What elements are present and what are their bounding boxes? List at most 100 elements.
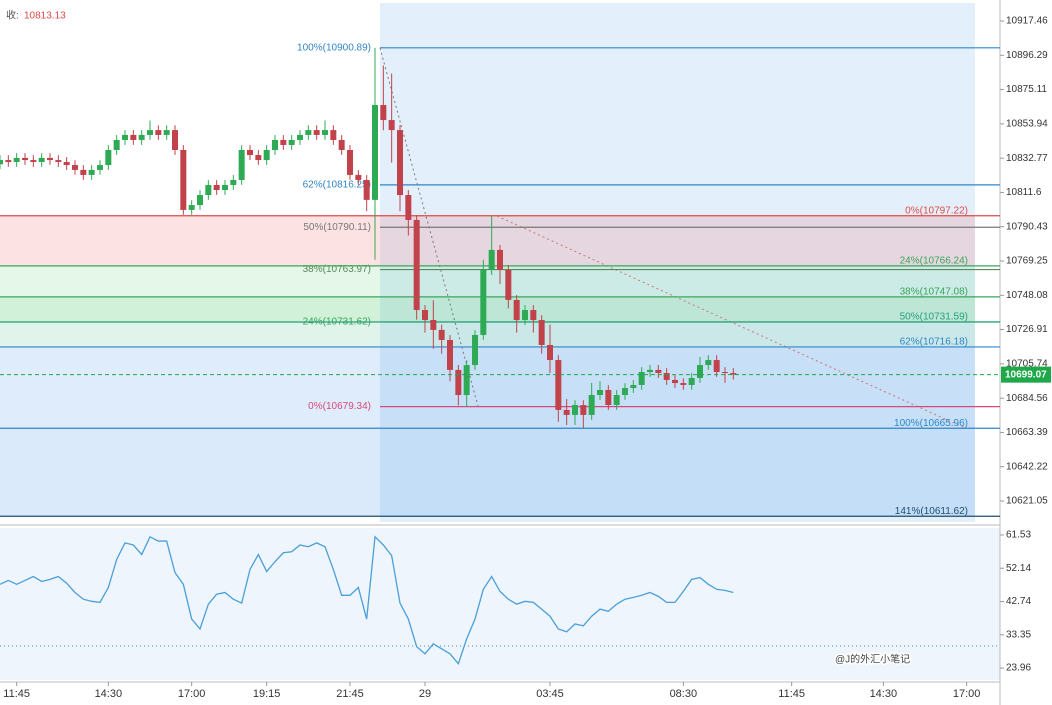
candle-body <box>522 309 528 321</box>
candle-body <box>680 383 687 385</box>
candle-body <box>88 169 95 175</box>
candle-body <box>113 139 120 151</box>
candle-body <box>255 155 262 161</box>
fib-band <box>0 428 975 517</box>
x-tick-label: 14:30 <box>870 688 898 700</box>
candle-body <box>588 395 595 415</box>
candle-body <box>597 389 603 396</box>
candle-body <box>297 134 303 140</box>
x-tick-label: 17:00 <box>953 688 981 700</box>
y-tick-label: 10642.22 <box>1006 461 1048 472</box>
candle-body <box>505 269 512 300</box>
candle-body <box>572 405 578 415</box>
candle-body <box>663 372 670 380</box>
candle-body <box>488 249 495 270</box>
candle-body <box>380 104 387 121</box>
y-tick-label: 52.14 <box>1006 563 1031 574</box>
fib-level-label: 50%(10731.59) <box>900 312 968 323</box>
fib-zone <box>380 3 975 522</box>
candle-body <box>238 150 245 180</box>
candle-body <box>197 195 203 206</box>
y-tick-label: 10663.39 <box>1006 427 1048 438</box>
candle-body <box>697 365 703 379</box>
close-label: 收: <box>6 9 19 22</box>
candle-body <box>638 372 645 385</box>
candle-body <box>247 150 253 156</box>
y-tick-label: 10790.43 <box>1006 221 1048 232</box>
fib-level-label: 24%(10766.24) <box>900 256 968 267</box>
candle-body <box>230 179 237 185</box>
candle-body <box>38 157 45 162</box>
candle-body <box>263 150 270 161</box>
candle-body <box>688 378 695 385</box>
candle-body <box>272 139 278 151</box>
fib-level-label: 141%(10611.62) <box>895 506 968 517</box>
x-tick-label: 17:00 <box>178 688 206 700</box>
y-tick-label: 10811.6 <box>1006 187 1042 198</box>
y-tick-label: 23.96 <box>1006 663 1031 674</box>
candle-body <box>513 299 520 321</box>
candle-body <box>22 157 28 161</box>
candle-body <box>72 165 78 170</box>
candle-body <box>155 130 162 135</box>
candle-body <box>622 388 628 396</box>
candle-body <box>147 130 153 135</box>
fib-level-label: 62%(10816.25) <box>303 180 371 191</box>
x-tick-label: 21:45 <box>336 688 364 700</box>
fib-level-label: 100%(10900.89) <box>297 42 371 53</box>
candle-body <box>413 219 420 310</box>
y-tick-label: 10853.94 <box>1006 119 1048 130</box>
y-tick-label: 33.35 <box>1006 629 1031 640</box>
y-tick-label: 10917.46 <box>1006 16 1048 27</box>
candle-body <box>313 130 320 135</box>
y-tick-label: 10896.29 <box>1006 50 1048 61</box>
candle-body <box>730 372 737 375</box>
y-tick-label: 10832.77 <box>1006 153 1048 164</box>
candle-body <box>13 157 20 162</box>
y-tick-label: 10705.74 <box>1006 358 1048 369</box>
x-tick-label: 03:45 <box>536 688 564 700</box>
candle-body <box>388 120 395 131</box>
fib-band <box>0 321 975 347</box>
fib-level-label: 0%(10797.22) <box>905 205 968 216</box>
candle-body <box>547 344 553 361</box>
y-tick-label: 42.74 <box>1006 596 1031 607</box>
candle-body <box>430 320 437 330</box>
candle-body <box>355 174 362 180</box>
candle-body <box>655 369 662 373</box>
candle-body <box>563 409 570 415</box>
fib-level-label: 62%(10716.18) <box>900 337 968 348</box>
fib-level-label: 0%(10679.34) <box>308 401 371 412</box>
candle-body <box>63 161 70 166</box>
candle-body <box>97 165 103 170</box>
candle-body <box>188 205 195 210</box>
candle-body <box>47 157 53 161</box>
candle-body <box>347 150 353 175</box>
x-tick-label: 19:15 <box>253 688 281 700</box>
candle-body <box>472 334 478 366</box>
candle-body <box>497 249 503 270</box>
candle-body <box>288 139 295 145</box>
candle-body <box>455 369 462 396</box>
fib-band <box>0 346 975 429</box>
x-tick-label: 08:30 <box>670 688 698 700</box>
x-tick-label: 29 <box>419 688 431 700</box>
fib-level-label: 50%(10790.11) <box>303 222 371 233</box>
candle-body <box>713 360 720 373</box>
oscillator-line <box>0 535 734 666</box>
fib-level-label: 38%(10747.08) <box>900 287 968 298</box>
candle-body <box>605 389 612 406</box>
y-tick-label: 10875.11 <box>1006 84 1047 95</box>
fib-level-label: 38%(10763.97) <box>303 264 371 275</box>
watermark: @J的外汇小笔记 <box>835 653 910 666</box>
candle-body <box>5 160 12 162</box>
y-tick-label: 10769.25 <box>1006 256 1048 267</box>
candle-body <box>538 320 545 345</box>
candle-body <box>330 130 337 140</box>
candle-body <box>80 169 87 175</box>
candle-body <box>163 130 170 135</box>
candle-body <box>672 379 678 384</box>
candle-body <box>122 134 128 140</box>
candle-body <box>322 130 328 135</box>
fib-level-label: 100%(10665.96) <box>894 418 968 429</box>
